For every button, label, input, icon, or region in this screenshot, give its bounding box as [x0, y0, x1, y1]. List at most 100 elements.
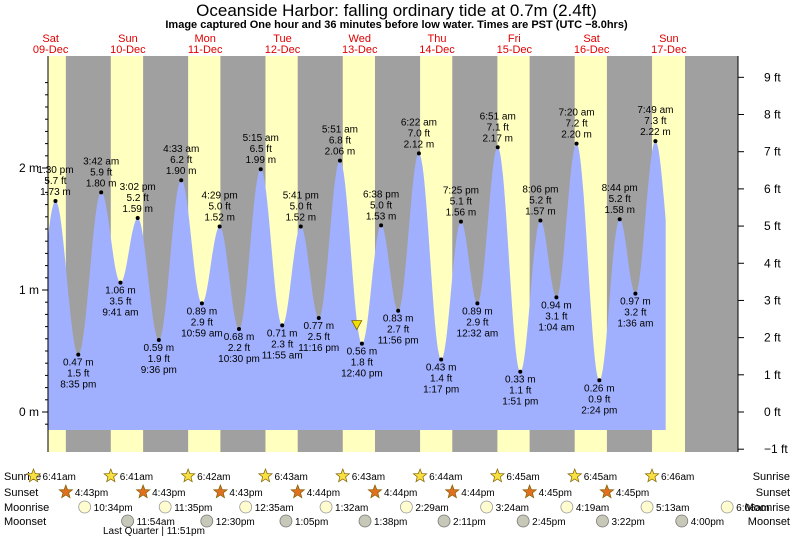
tide-label: 6:38 pm [363, 189, 399, 200]
y-right-tick-label: 9 ft [764, 70, 781, 84]
sunrise-time: 6:45am [584, 472, 617, 483]
sunrise-time: 6:41am [120, 472, 153, 483]
tide-label: 3.5 ft [109, 297, 131, 308]
tide-label: 7.1 ft [487, 122, 509, 133]
tide-label: 5:51 am [322, 125, 358, 136]
moonrise-icon [640, 500, 654, 514]
tide-label: 10:30 pm [218, 354, 260, 365]
sunset-icon [58, 484, 74, 499]
moon-phase-label: Last Quarter | 11:51pm [103, 526, 205, 537]
sunset-time: 4:43pm [152, 488, 185, 499]
sunset-time: 4:44pm [461, 488, 494, 499]
almanac-row-label-left: Sunset [4, 487, 38, 499]
sunrise-icon [644, 468, 660, 483]
moonset-icon [675, 514, 689, 528]
tide-label: 9:41 am [102, 308, 138, 319]
day-name: Sun [118, 33, 138, 45]
tide-label: 0.94 m [541, 300, 572, 311]
tide-label: 1.9 ft [148, 354, 170, 365]
day-name: Tue [273, 33, 292, 45]
tide-label: 2:24 pm [581, 405, 617, 416]
sunrise-icon [25, 468, 42, 483]
tide-label: 0.77 m [303, 321, 334, 332]
tide-point [258, 167, 263, 172]
sunset-time: 4:43pm [229, 488, 262, 499]
tide-point [156, 338, 161, 343]
axes: 0 m 1 m 2 m −1 ft 0 ft 1 ft 2 ft 3 ft 4 ft 5 ft 6 … [19, 56, 788, 456]
tide-point [280, 323, 285, 328]
tide-label: 1.5 ft [67, 369, 89, 380]
chart-title: Oceanside Harbor: falling ordinary tide … [196, 1, 597, 20]
tide-label: 3.2 ft [624, 308, 646, 319]
tide-label: 1.58 m [604, 205, 635, 216]
tide-label: 4:29 pm [202, 191, 238, 202]
tide-point [554, 295, 559, 300]
tide-label: 5.0 ft [370, 200, 392, 211]
sunset-icon [212, 484, 229, 499]
y-right-tick-label: −1 ft [764, 442, 788, 456]
tide-label: 12:32 am [457, 328, 499, 339]
tide-label: 1.57 m [525, 206, 556, 217]
tide-label: 2.22 m [640, 127, 671, 138]
y-right-tick-label: 5 ft [764, 219, 781, 233]
tide-label: 1.99 m [245, 155, 276, 166]
tide-label: 7:20 am [558, 108, 594, 119]
tide-label: 1:51 pm [502, 397, 538, 408]
sunrise-time: 6:45am [506, 472, 539, 483]
sunset-icon [135, 484, 151, 499]
tide-label: 1.52 m [204, 213, 235, 224]
tide-label: 4:33 am [163, 144, 199, 155]
day-date: 13-Dec [342, 44, 378, 56]
tide-point [416, 151, 421, 156]
tide-label: 1:36 am [617, 319, 653, 330]
tide-label: 11:56 pm [378, 336, 419, 347]
tide-label: 7.0 ft [408, 128, 430, 139]
day-date: 11-Dec [188, 44, 223, 56]
tide-point [518, 369, 523, 374]
tide-labels: 1:30 pm5.7 ft1.73 m 0.47 m1.5 ft8:35 pm 3:… [37, 105, 673, 416]
moonset-time: 3:22pm [611, 517, 644, 528]
tide-label: 0.47 m [63, 358, 94, 369]
tide-label: 8:35 pm [60, 380, 96, 391]
tide-label: 1:17 pm [423, 385, 459, 396]
tide-label: 3:02 pm [120, 182, 156, 193]
day-date: 17-Dec [651, 44, 687, 56]
tide-label: 2.9 ft [191, 317, 213, 328]
tide-label: 5.9 ft [90, 167, 112, 178]
tide-label: 7:49 am [637, 105, 673, 116]
moonset-time: 11:54am [137, 517, 175, 528]
moonrise-icon [399, 500, 413, 514]
moonrise-time: 11:35pm [174, 503, 212, 514]
day-headers: Sat09-DecSun10-DecMon11-DecTue12-DecWed1… [33, 33, 687, 56]
sunrise-icon [567, 468, 583, 483]
tide-label: 2.3 ft [271, 339, 293, 350]
moonset-icon [358, 514, 372, 528]
tide-label: 0.71 m [267, 328, 298, 339]
y-right-tick-label: 3 ft [764, 293, 781, 307]
sunrise-icon [412, 468, 428, 483]
tide-point [475, 301, 480, 306]
tide-label: 5.2 ft [529, 195, 551, 206]
day-date: 10-Dec [110, 44, 146, 56]
moonrise-time: 5:13am [656, 503, 689, 514]
y-tick-label: 2 m [19, 161, 39, 175]
tide-label: 1.80 m [86, 178, 117, 189]
tide-label: 10:59 am [181, 328, 223, 339]
day-name: Thu [428, 33, 447, 45]
moonrise-icon [720, 500, 734, 514]
day-name: Sun [659, 33, 679, 45]
tide-label: 1:04 am [538, 322, 574, 333]
moonrise-time: 1:32am [335, 503, 368, 514]
tide-label: 0.89 m [187, 306, 218, 317]
tide-label: 2.2 ft [228, 343, 250, 354]
tide-label: 2.20 m [561, 130, 592, 141]
tide-label: 12:40 pm [341, 369, 383, 380]
tide-point [316, 316, 321, 321]
tide-label: 1.1 ft [509, 386, 531, 397]
moonset-time: 2:11pm [453, 517, 486, 528]
tide-point [359, 341, 364, 346]
day-name: Sat [583, 33, 600, 45]
y-tick-label: 0 m [19, 405, 39, 419]
tide-point [337, 158, 342, 163]
